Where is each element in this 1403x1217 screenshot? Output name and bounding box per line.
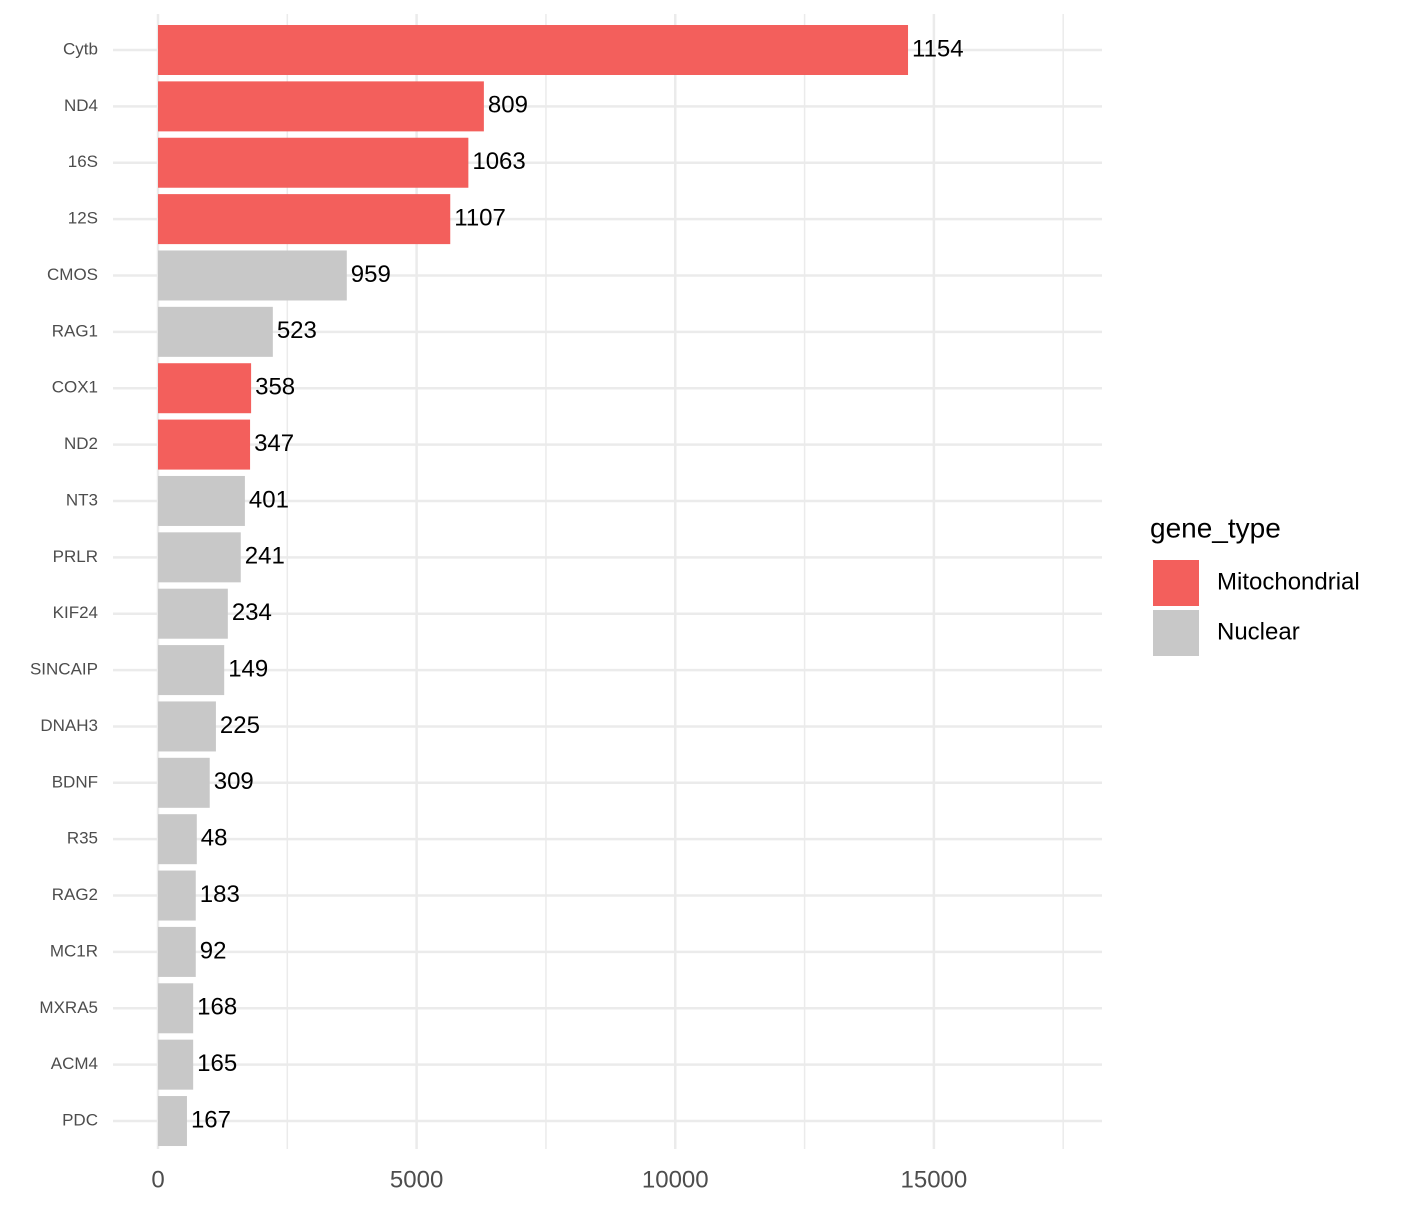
y-tick-label: Cytb	[63, 39, 98, 58]
bar-label: 1063	[472, 148, 525, 175]
bar	[158, 363, 252, 414]
bar-label: 523	[277, 317, 317, 344]
bar-label: 183	[200, 881, 240, 908]
y-tick-label: ACM4	[51, 1054, 98, 1073]
bar	[158, 306, 273, 357]
bar-label: 92	[200, 937, 227, 964]
bar-label: 347	[254, 430, 294, 457]
bar-label: 309	[214, 768, 254, 795]
bar-label: 358	[255, 374, 295, 401]
bar	[158, 701, 216, 752]
y-tick-label: MC1R	[50, 941, 98, 960]
bar-label: 1107	[454, 204, 506, 231]
x-tick-label: 10000	[642, 1166, 709, 1193]
y-tick-label: PRLR	[53, 547, 98, 566]
bar	[158, 926, 196, 977]
y-tick-label: DNAH3	[40, 716, 98, 735]
bar-label: 959	[351, 261, 391, 288]
y-tick-label: BDNF	[52, 772, 98, 791]
bar	[158, 814, 197, 865]
bar-label: 165	[197, 1050, 237, 1077]
y-tick-label: 16S	[68, 152, 98, 171]
y-tick-label: NT3	[66, 490, 98, 509]
bar-label: 48	[201, 825, 228, 852]
bar	[158, 1039, 194, 1090]
bar	[158, 194, 451, 245]
legend-title: gene_type	[1150, 512, 1281, 543]
bar-label: 234	[232, 599, 272, 626]
y-tick-label: COX1	[52, 378, 98, 397]
bar-label: 225	[220, 712, 260, 739]
bar-label: 401	[249, 486, 289, 513]
x-tick-label: 0	[151, 1166, 164, 1193]
bar	[158, 250, 347, 301]
x-tick-label: 15000	[901, 1166, 968, 1193]
legend-label: Mitochondrial	[1217, 568, 1360, 595]
y-tick-label: ND4	[64, 96, 98, 115]
y-tick-label: PDC	[62, 1111, 98, 1130]
bar-label: 241	[245, 543, 285, 570]
bar	[158, 588, 228, 639]
legend-key	[1153, 610, 1199, 656]
bar	[158, 25, 909, 75]
bar	[158, 757, 210, 808]
bar	[158, 419, 251, 470]
legend-key	[1153, 560, 1199, 606]
bar-label: 168	[197, 994, 237, 1021]
y-tick-label: RAG2	[52, 885, 98, 904]
y-tick-label: KIF24	[53, 603, 98, 622]
bar	[158, 532, 241, 583]
bar-label: 149	[228, 655, 268, 682]
bar	[158, 81, 484, 132]
y-tick-label: 12S	[68, 209, 98, 228]
bar	[158, 645, 225, 696]
x-tick-label: 5000	[390, 1166, 443, 1193]
y-tick-label: CMOS	[47, 265, 98, 284]
y-tick-label: SINCAIP	[30, 660, 98, 679]
legend-label: Nuclear	[1217, 618, 1300, 645]
bar-label: 1154	[912, 35, 964, 62]
bar	[158, 137, 469, 188]
bar	[158, 983, 194, 1034]
bar	[158, 1096, 187, 1147]
y-tick-label: RAG1	[52, 321, 98, 340]
bar-label: 167	[191, 1106, 231, 1133]
y-tick-label: R35	[67, 829, 98, 848]
bar	[158, 475, 245, 526]
y-tick-label: ND2	[64, 434, 98, 453]
bar	[158, 870, 196, 921]
bar-label: 809	[488, 92, 528, 119]
y-tick-label: MXRA5	[39, 998, 98, 1017]
